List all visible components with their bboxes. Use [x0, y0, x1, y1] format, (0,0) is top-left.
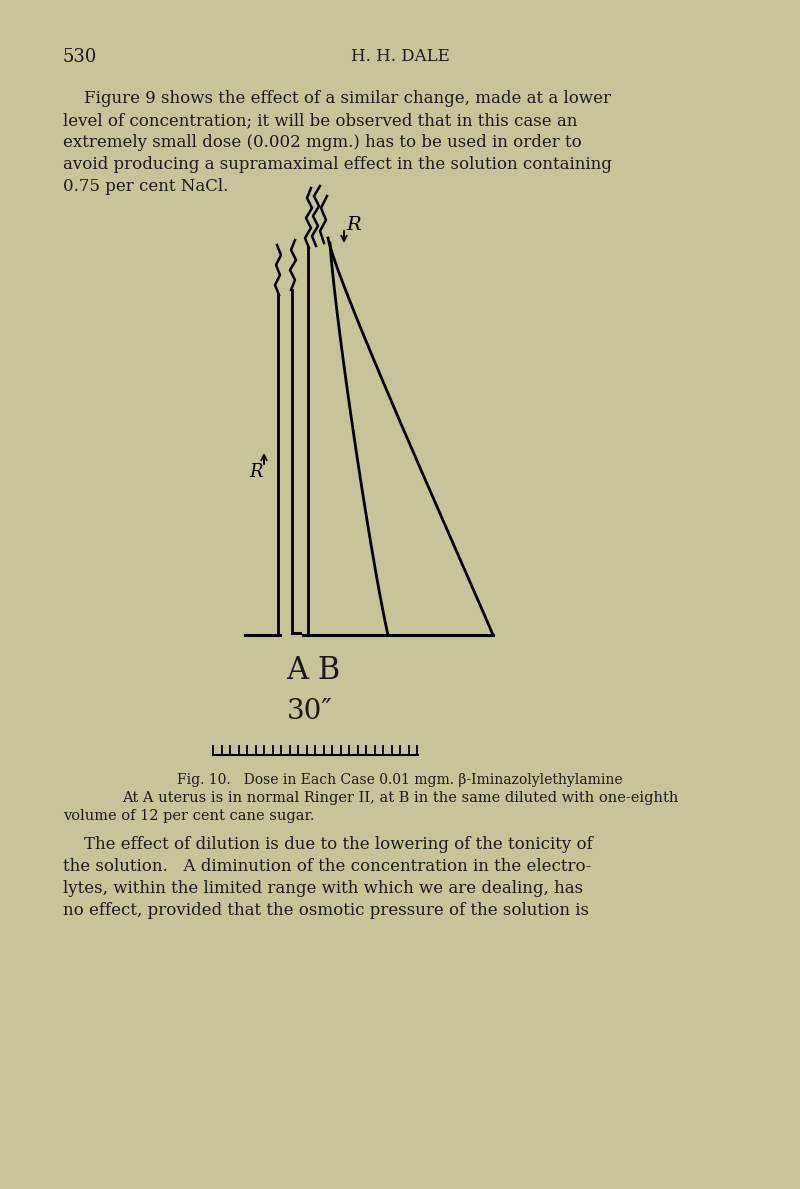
- Text: the solution.   A diminution of the concentration in the electro-: the solution. A diminution of the concen…: [63, 858, 591, 875]
- Text: 530: 530: [63, 48, 98, 67]
- Text: level of concentration; it will be observed that in this case an: level of concentration; it will be obser…: [63, 112, 578, 128]
- Text: Fig. 10.   Dose in Each Case 0.01 mgm. β-Iminazolylethylamine: Fig. 10. Dose in Each Case 0.01 mgm. β-I…: [177, 773, 623, 787]
- Text: At A uterus is in normal Ringer II, at B in the same diluted with one-eighth: At A uterus is in normal Ringer II, at B…: [122, 791, 678, 805]
- Text: R: R: [346, 216, 361, 234]
- Text: R: R: [250, 463, 262, 482]
- Text: extremely small dose (0.002 mgm.) has to be used in order to: extremely small dose (0.002 mgm.) has to…: [63, 134, 582, 151]
- Text: H. H. DALE: H. H. DALE: [350, 48, 450, 65]
- Text: Figure 9 shows the effect of a similar change, made at a lower: Figure 9 shows the effect of a similar c…: [63, 90, 611, 107]
- Text: A B: A B: [286, 655, 340, 686]
- Text: The effect of dilution is due to the lowering of the tonicity of: The effect of dilution is due to the low…: [63, 836, 593, 853]
- Text: avoid producing a supramaximal effect in the solution containing: avoid producing a supramaximal effect in…: [63, 156, 612, 174]
- Text: 0.75 per cent NaCl.: 0.75 per cent NaCl.: [63, 178, 228, 195]
- Text: lytes, within the limited range with which we are dealing, has: lytes, within the limited range with whi…: [63, 880, 583, 897]
- Text: no effect, provided that the osmotic pressure of the solution is: no effect, provided that the osmotic pre…: [63, 902, 589, 919]
- Text: 30″: 30″: [287, 698, 333, 725]
- Text: volume of 12 per cent cane sugar.: volume of 12 per cent cane sugar.: [63, 809, 314, 823]
